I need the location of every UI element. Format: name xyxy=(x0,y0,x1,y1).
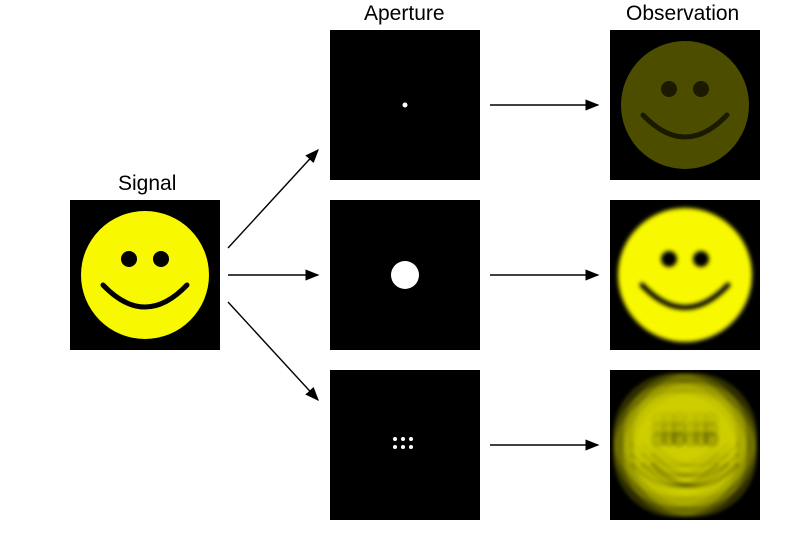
arrow-signal-to-ap1 xyxy=(0,0,806,550)
